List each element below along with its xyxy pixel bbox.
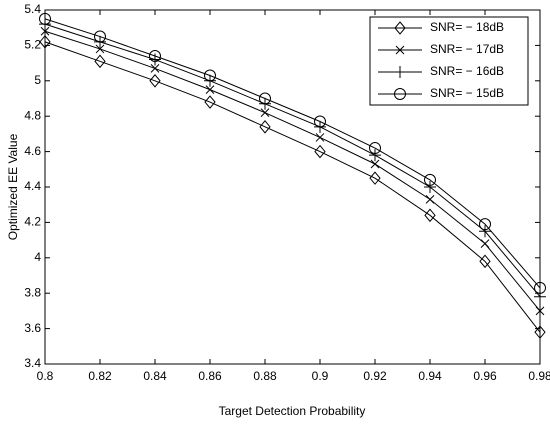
x-tick-label: 0.96 [473,369,497,383]
data-point [94,54,106,69]
y-tick-label: 4 [34,250,41,264]
series-line [44,18,541,289]
y-tick-label: 5.4 [24,2,41,16]
y-tick-label: 5.2 [24,38,41,52]
y-axis-label: Optimized EE Value [6,133,20,240]
x-tick-label: 0.82 [88,369,112,383]
y-tick-label: 4.8 [24,108,41,122]
series-line [44,23,541,298]
x-axis-label: Target Detection Probability [219,404,366,418]
x-tick-label: 0.84 [143,369,167,383]
y-tick-label: 3.8 [24,285,41,299]
y-tick-label: 3.4 [24,356,41,370]
data-point [369,149,381,162]
legend-marker [395,45,405,55]
data-point [369,142,381,155]
legend-label: SNR= − 15dB [430,86,504,100]
data-point [95,44,105,54]
data-point [369,171,381,185]
y-tick-label: 4.2 [24,215,41,229]
data-point [314,115,326,128]
data-point [94,30,106,43]
x-tick-label: 0.88 [253,369,277,383]
data-point [479,254,491,269]
x-tick-label: 0.86 [198,369,222,383]
data-point [425,195,435,204]
data-point [534,325,546,339]
legend-label: SNR= − 18dB [430,20,504,34]
data-point [479,225,491,238]
data-point [40,26,50,36]
data-point [39,35,51,49]
data-point [424,208,436,223]
series-line [44,30,541,312]
data-point [479,218,491,231]
data-point [204,69,216,82]
data-point [535,306,545,316]
data-point [314,144,326,159]
y-tick-label: 4.6 [24,144,41,158]
data-point [205,85,215,95]
x-tick-label: 0.98 [528,369,550,383]
data-point [534,290,546,303]
series-line [44,41,541,333]
data-point [370,159,380,169]
data-point [150,64,160,73]
data-point [149,50,161,63]
x-tick-label: 0.8 [37,369,54,383]
data-point [424,181,436,193]
legend-marker [394,21,406,35]
x-tick-label: 0.94 [418,369,442,383]
legend-marker [394,88,406,100]
data-point [259,120,271,134]
x-tick-label: 0.92 [363,369,387,383]
data-point [480,239,490,248]
data-point [39,12,51,25]
legend-label: SNR= − 16dB [430,64,504,78]
legend-label: SNR= − 17dB [430,42,504,56]
data-point [315,133,325,142]
y-tick-label: 5 [34,73,41,87]
data-point [259,92,271,105]
y-tick-label: 3.6 [24,321,41,335]
legend-marker [394,66,406,78]
data-point [534,281,546,294]
data-point [260,108,270,118]
x-tick-label: 0.9 [312,369,329,383]
data-point [204,95,216,109]
data-point [424,173,436,186]
data-point [149,74,161,88]
y-tick-label: 4.4 [24,179,41,193]
